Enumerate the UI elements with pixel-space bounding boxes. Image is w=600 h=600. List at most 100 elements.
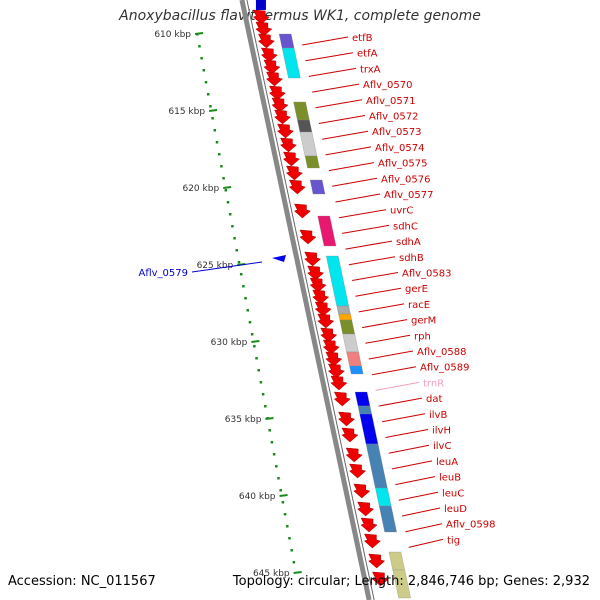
- scale-dot: [279, 489, 282, 492]
- scale-label: 620 kbp: [182, 184, 219, 194]
- gene-label: sdhC: [393, 221, 418, 232]
- gene-arrow: [357, 501, 375, 517]
- gene-label-left: Aflv_0579: [138, 268, 188, 279]
- reverse-gene-arrow: [272, 255, 286, 262]
- leader-line: [322, 130, 369, 140]
- scale-tick: [293, 571, 302, 574]
- gene-arrow: [349, 463, 367, 479]
- gene-arrow: [274, 109, 292, 125]
- leader-line: [332, 177, 378, 187]
- leader-line: [388, 444, 430, 454]
- leader-line: [401, 507, 441, 517]
- cog-block: [349, 365, 364, 375]
- gene-label: Aflv_0576: [381, 174, 431, 185]
- leader-line: [405, 523, 443, 533]
- gene-label: gerE: [405, 284, 428, 295]
- gene-arrow: [282, 151, 300, 167]
- gene-label: Aflv_0575: [378, 159, 428, 170]
- gene-arrow: [360, 517, 378, 533]
- scale-dot: [244, 297, 247, 300]
- scale-dot: [257, 369, 260, 372]
- gene-arrow: [252, 9, 270, 25]
- cog-block: [299, 131, 318, 157]
- scale-dot: [206, 93, 210, 96]
- gene-arrow: [263, 59, 281, 75]
- gene-arrow: [322, 339, 340, 355]
- gene-arrow: [363, 533, 381, 549]
- leader-line: [342, 224, 390, 234]
- cog-block: [365, 443, 388, 489]
- scale-dot: [217, 153, 221, 156]
- scale-layer: 610 kbp 615 kbp 620 kbp 625 kbp 630 kbp 635 k…: [154, 30, 302, 579]
- scale-tick: [265, 417, 274, 420]
- gene-arrow: [260, 47, 278, 63]
- scale-tick: [279, 494, 288, 497]
- gene-label: leuB: [439, 473, 461, 484]
- gene-arrow: [299, 229, 317, 245]
- gene-label: gerM: [411, 316, 436, 327]
- gene-label: etfB: [352, 33, 373, 44]
- cog-block: [357, 405, 372, 415]
- gene-label: uvrC: [390, 206, 413, 217]
- cog-block: [297, 119, 313, 133]
- scale-dot: [277, 477, 280, 480]
- gene-arrow: [265, 71, 284, 87]
- gene-label: Aflv_0598: [446, 520, 496, 531]
- leader-line: [381, 413, 426, 423]
- gene-label: Aflv_0583: [402, 269, 452, 280]
- gene-label: Aflv_0570: [363, 80, 413, 91]
- scale-dot: [292, 561, 296, 564]
- scale-dot: [290, 549, 293, 552]
- scale-dot: [272, 453, 276, 456]
- scale-dot: [246, 309, 250, 312]
- scale-tick: [223, 186, 232, 189]
- scale-label: 625 kbp: [197, 261, 234, 271]
- scale-dot: [215, 141, 219, 144]
- scale-label: 610 kbp: [154, 30, 191, 40]
- scale-tick: [251, 340, 260, 343]
- leader-line: [345, 240, 393, 250]
- cog-layer: [278, 33, 411, 599]
- gene-label: leuC: [442, 488, 464, 499]
- scale-dot: [283, 513, 287, 516]
- gene-arrow: [255, 21, 273, 37]
- leader-line: [348, 256, 396, 266]
- scale-dot: [224, 189, 228, 192]
- cog-block: [338, 313, 352, 321]
- leader-line: [318, 115, 366, 124]
- gene-label: Aflv_0577: [384, 190, 434, 201]
- leader-line: [191, 261, 263, 273]
- gene-arrow: [279, 137, 297, 153]
- leader-line: [358, 303, 405, 313]
- scale-dot: [248, 321, 252, 324]
- gene-layer: [252, 0, 390, 587]
- scale-dot: [281, 501, 285, 504]
- gene-arrow: [312, 289, 330, 305]
- leader-line: [395, 476, 436, 486]
- cog-block: [293, 101, 310, 121]
- cog-block: [309, 179, 326, 195]
- gene-arrow: [338, 411, 356, 427]
- gene-label: tig: [447, 535, 460, 546]
- leader-line: [398, 491, 439, 501]
- gene-label: trnR: [423, 378, 444, 389]
- leader-line: [305, 52, 354, 62]
- gene-arrow: [288, 179, 306, 195]
- gene-arrow: [268, 85, 286, 101]
- gene-label: racE: [408, 300, 430, 311]
- gene-label: rph: [414, 331, 431, 342]
- gene-label: trxA: [360, 64, 381, 75]
- leader-line: [375, 381, 420, 391]
- gene-label: ilvB: [429, 410, 447, 421]
- scale-label: 635 kbp: [225, 415, 262, 425]
- cog-block: [388, 551, 405, 571]
- scale-dot: [231, 225, 234, 228]
- gene-label: Aflv_0588: [417, 347, 467, 358]
- scale-dot: [264, 405, 267, 408]
- scale-dot: [242, 285, 245, 288]
- gene-arrow: [309, 277, 327, 293]
- backbone-edge: [246, 0, 375, 600]
- leader-line: [385, 429, 429, 438]
- leader-line: [352, 272, 399, 281]
